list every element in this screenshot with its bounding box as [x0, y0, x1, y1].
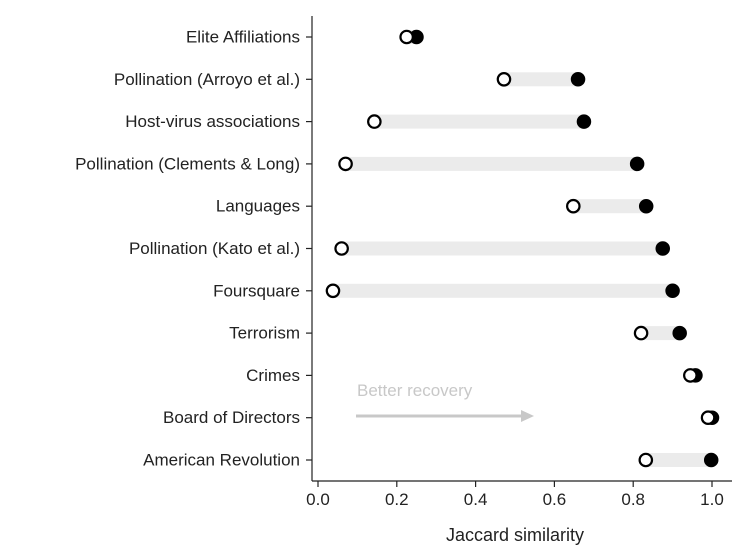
x-tick-label: 0.4: [464, 490, 488, 509]
x-tick-label: 0.8: [621, 490, 645, 509]
open-circle-marker: [338, 156, 353, 172]
range-bar: [645, 453, 712, 467]
open-circle-marker: [334, 241, 349, 256]
x-axis-title: Jaccard similarity: [446, 525, 584, 545]
category-label: Pollination (Clements & Long): [75, 154, 300, 173]
range-bar: [374, 114, 584, 129]
open-circle-marker: [638, 452, 654, 468]
open-circle-marker: [633, 325, 649, 341]
x-tick-label: 0.6: [543, 490, 567, 509]
open-circle-marker: [367, 114, 382, 129]
open-circle-marker: [325, 283, 341, 299]
filled-circle-marker: [703, 452, 719, 468]
range-bar: [345, 156, 638, 171]
open-circle-marker: [399, 29, 414, 45]
range-bar: [341, 241, 663, 256]
category-label: Languages: [216, 197, 300, 216]
range-bar: [641, 326, 680, 341]
category-label: Elite Affiliations: [186, 28, 300, 47]
category-label: Pollination (Arroyo et al.): [114, 70, 300, 89]
filled-circle-marker: [655, 241, 670, 256]
y-axis-ticks: Elite Affiliations Pollination (Arroyo et…: [75, 28, 312, 470]
open-circle-marker: [496, 72, 512, 87]
range-bar: [573, 199, 647, 214]
filled-circle-marker: [629, 156, 645, 172]
filled-circle-marker: [570, 72, 586, 87]
category-label: Foursquare: [213, 281, 300, 300]
annotation-text: Better recovery: [357, 381, 473, 400]
open-circle-marker: [566, 198, 581, 214]
open-circle-marker: [700, 410, 716, 425]
open-circle-marker: [683, 368, 698, 383]
filled-circle-marker: [672, 325, 687, 341]
markers: [325, 29, 720, 468]
category-label: Terrorism: [229, 324, 300, 343]
x-tick-label: 0.2: [385, 490, 409, 509]
category-label: Crimes: [246, 366, 300, 385]
filled-circle-marker: [638, 198, 654, 214]
better-recovery-annotation: Better recovery: [356, 381, 534, 422]
range-bars: [332, 30, 712, 467]
x-tick-label: 0.0: [306, 490, 330, 509]
category-label: American Revolution: [143, 451, 300, 470]
annotation-arrow-head: [521, 410, 534, 422]
filled-circle-marker: [665, 283, 680, 299]
x-tick-label: 1.0: [700, 490, 724, 509]
range-bar: [332, 283, 673, 298]
category-label: Board of Directors: [163, 408, 300, 427]
category-label: Host-virus associations: [125, 112, 300, 131]
category-label: Pollination (Kato et al.): [129, 239, 300, 258]
range-bar: [503, 72, 579, 87]
filled-circle-marker: [576, 114, 592, 129]
x-axis-ticks: 0.0 0.2 0.4 0.6 0.8 1.0: [306, 481, 724, 509]
